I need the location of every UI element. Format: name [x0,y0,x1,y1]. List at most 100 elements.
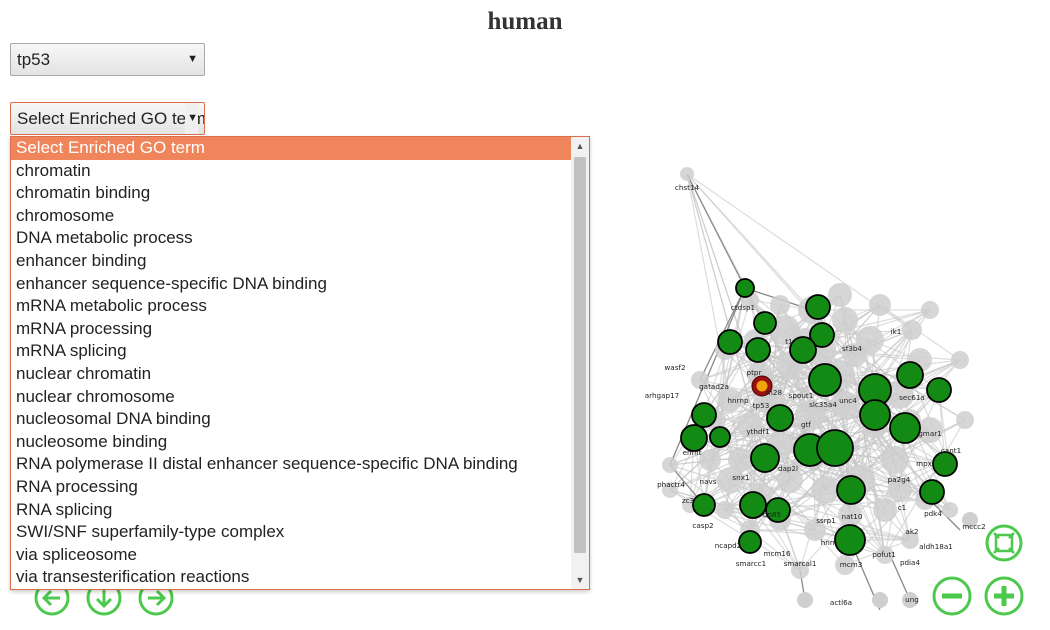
node-label-ak2: ak2 [905,527,918,536]
go-option[interactable]: chromosome [16,205,115,225]
node-label-slc35a4: slc35a4 [809,400,837,409]
go-option[interactable]: RNA processing [16,476,138,496]
go-option[interactable]: mRNA processing [16,318,153,338]
gene-select[interactable]: tp53 ▼ [10,43,205,76]
go-option[interactable]: nuclear chromosome [16,386,175,406]
node-label-t1: t1 [785,337,792,346]
graph-edge [777,414,811,511]
go-option[interactable]: nucleosome binding [16,431,168,451]
go-option[interactable]: via transesterification reactions [16,567,250,587]
graph-node [828,283,852,307]
graph-node [662,482,678,498]
go-term-select[interactable]: Select Enriched GO term ▼ [10,102,205,135]
go-option[interactable]: enhancer sequence-specific DNA binding [16,273,327,293]
graph-node [777,467,803,493]
node-label-gmar1: gmar1 [918,429,942,438]
graph-node [917,417,943,443]
zoom-in-icon [984,576,1024,616]
node-label-mcm2_16: mcm16 [763,549,791,558]
fit-view-button[interactable] [984,523,1024,563]
graph-node [921,301,939,319]
go-option[interactable]: mRNA metabolic process [16,296,207,316]
node-label-casp2: casp2 [692,521,713,530]
graph-node [831,391,859,419]
node-label-gtf: gtf [801,420,811,429]
graph-node-enriched [750,443,780,473]
graph-node [873,498,897,522]
graph-node [680,167,694,181]
go-option[interactable]: RNA splicing [16,499,113,519]
graph-node [835,555,855,575]
go-option[interactable]: nuclear chromatin [16,363,152,383]
zoom-out-icon [932,576,972,616]
graph-node-enriched [766,404,794,432]
graph-node [797,592,813,608]
go-option[interactable]: RNA polymerase II distal enhancer sequen… [16,454,518,474]
node-label-nat10: nat10 [842,512,863,521]
go-option[interactable]: enhancer binding [16,250,147,270]
go-option-placeholder[interactable]: Select Enriched GO term [11,137,572,160]
graph-edge [729,479,801,571]
dropdown-scrollbar[interactable]: ▲ ▼ [571,137,589,589]
go-option[interactable]: chromatin [16,160,91,180]
node-label-unc4: unc4 [839,396,857,405]
node-label-pdk4: pdk4 [924,509,942,518]
graph-node [942,502,958,518]
scroll-down-icon[interactable]: ▼ [575,575,585,585]
graph-node [876,546,894,564]
graph-node-enriched [816,429,854,467]
graph-node-enriched [836,475,866,505]
node-label-dap2l: dap2l [778,464,798,473]
node-label-zc3: zc3 [682,496,694,505]
node-label-sf3b4: sf3b4 [842,344,862,353]
go-option[interactable]: DNA metabolic process [16,228,193,248]
zoom-in-button[interactable] [983,575,1025,617]
node-label-dp85: dp85 [763,510,781,519]
fit-icon [985,524,1023,562]
graph-edge [669,464,911,541]
node-label-hnrn: hnrn [821,538,838,547]
page-title: human [487,8,563,35]
scrollbar-thumb[interactable] [574,157,586,553]
graph-node-enriched [805,294,831,320]
node-label-ehmt: ehmt [683,448,702,457]
graph-node-enriched [919,479,945,505]
node-label-smarcal1: smarcal1 [784,559,817,568]
graph-edge [874,424,946,465]
node-label-mcm3: mcm3 [840,560,863,569]
node-label-m28: m28 [766,388,783,397]
graph-nodes-enriched [680,278,958,556]
go-option[interactable]: SWI/SNF superfamily-type complex [16,522,285,542]
graph-node [737,412,763,438]
graph-node-labels: chst14 ctdsp1 sf3b4 wasf2 gatad2a arhgap17 ptp… [645,183,986,607]
go-option[interactable]: mRNA splicing [16,341,127,361]
caret-down-icon: ▼ [187,53,198,65]
node-label-phactr4: phactr4 [657,480,685,489]
node-label-hnrnp: hnrnp [727,396,748,405]
graph-node-enriched [889,412,921,444]
node-label-chst14: chst14 [675,183,700,192]
graph-node [888,478,912,502]
node-label-ncapd2: ncapd2 [715,541,742,550]
graph-node-enriched [809,322,835,348]
node-label-aldh18a1: aldh18a1 [919,542,953,551]
graph-node-enriched [709,426,731,448]
network-graph[interactable]: chst14 ctdsp1 sf3b4 wasf2 gatad2a arhgap17 ptp… [630,160,990,610]
graph-node [843,343,867,367]
graph-node-query-core [756,380,768,392]
go-term-dropdown-list[interactable]: Select Enriched GO term chromatin chromati… [10,136,590,590]
graph-node [956,411,974,429]
go-option[interactable]: via spliceosome [16,544,137,564]
graph-node-enriched [717,329,743,355]
graph-node-enriched [789,336,817,364]
graph-edge [889,554,911,601]
go-option[interactable]: chromatin binding [16,183,151,203]
graph-node [811,476,839,504]
graph-node-enriched [932,451,958,477]
zoom-out-button[interactable] [931,575,973,617]
go-term-select-value: Select Enriched GO term [17,109,205,128]
graph-node-enriched [739,491,767,519]
go-option[interactable]: nucleosomal DNA binding [16,409,211,429]
scroll-up-icon[interactable]: ▲ [575,141,585,151]
graph-node [728,448,752,472]
